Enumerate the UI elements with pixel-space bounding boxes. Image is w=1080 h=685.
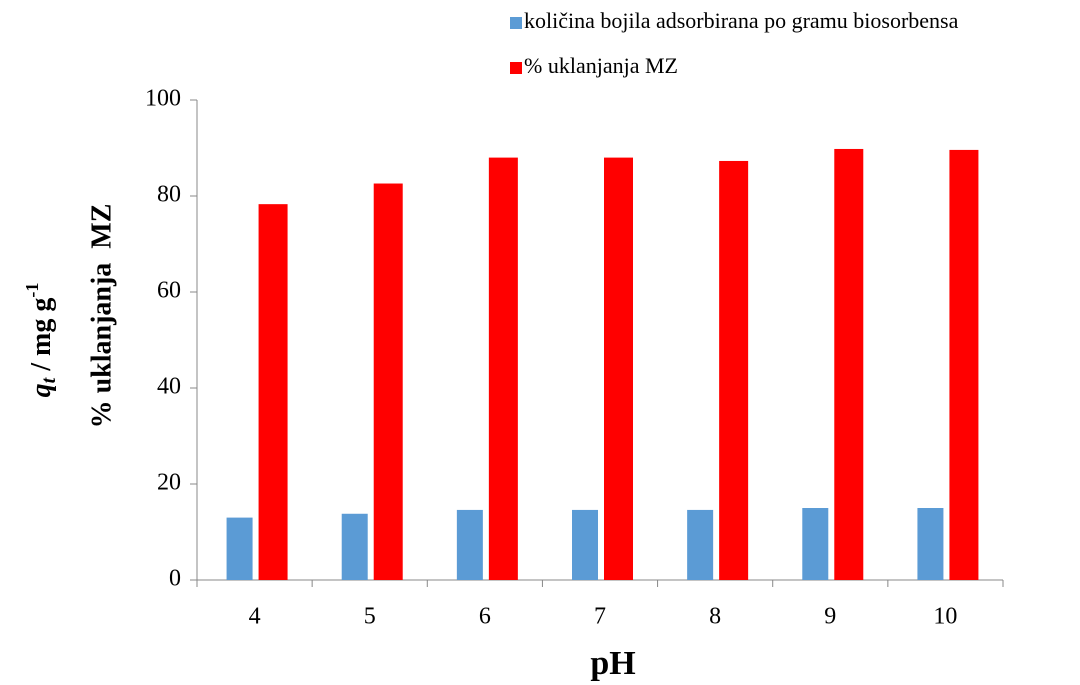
bar <box>572 509 598 580</box>
y-label-part: t <box>38 376 60 383</box>
bar <box>456 509 483 580</box>
y-axis-label: qt / mg g-1 <box>22 283 59 398</box>
bar <box>687 509 714 580</box>
x-tick-label: 9 <box>824 604 836 630</box>
y-tick-label: 60 <box>157 278 181 304</box>
x-tick-label: 8 <box>709 604 721 630</box>
x-tick-label: 5 <box>364 604 376 630</box>
bar <box>834 148 864 580</box>
x-tick-label: 10 <box>933 604 957 630</box>
x-tick-label: 6 <box>479 604 491 630</box>
x-axis-label: pH <box>590 645 635 682</box>
bar <box>917 508 944 580</box>
y-label-part: q <box>26 383 57 397</box>
x-tick-label: 4 <box>249 604 261 630</box>
bar <box>604 157 633 580</box>
bar <box>258 204 288 580</box>
y-axis-label-2: % uklanjanja MZ <box>86 204 117 429</box>
bar <box>341 513 368 580</box>
bar <box>802 508 829 580</box>
legend-swatch <box>510 17 522 29</box>
bar <box>373 183 403 580</box>
y-tick-label: 0 <box>169 566 181 592</box>
bar <box>488 157 518 580</box>
y-tick-label: 100 <box>145 86 181 112</box>
y-tick-label: 20 <box>157 470 181 496</box>
y-tick-label: 80 <box>157 182 181 208</box>
legend-label: % uklanjanja MZ <box>524 53 678 78</box>
bar <box>719 160 749 580</box>
y-label-part: / mg g <box>26 298 57 378</box>
y-tick-label: 40 <box>157 374 181 400</box>
legend-swatch <box>510 62 522 74</box>
y-label-part: -1 <box>22 283 42 298</box>
bar <box>949 149 979 581</box>
legend-label: količina bojila adsorbirana po gramu bio… <box>524 8 959 33</box>
x-tick-label: 7 <box>594 604 606 630</box>
bar <box>226 517 253 580</box>
